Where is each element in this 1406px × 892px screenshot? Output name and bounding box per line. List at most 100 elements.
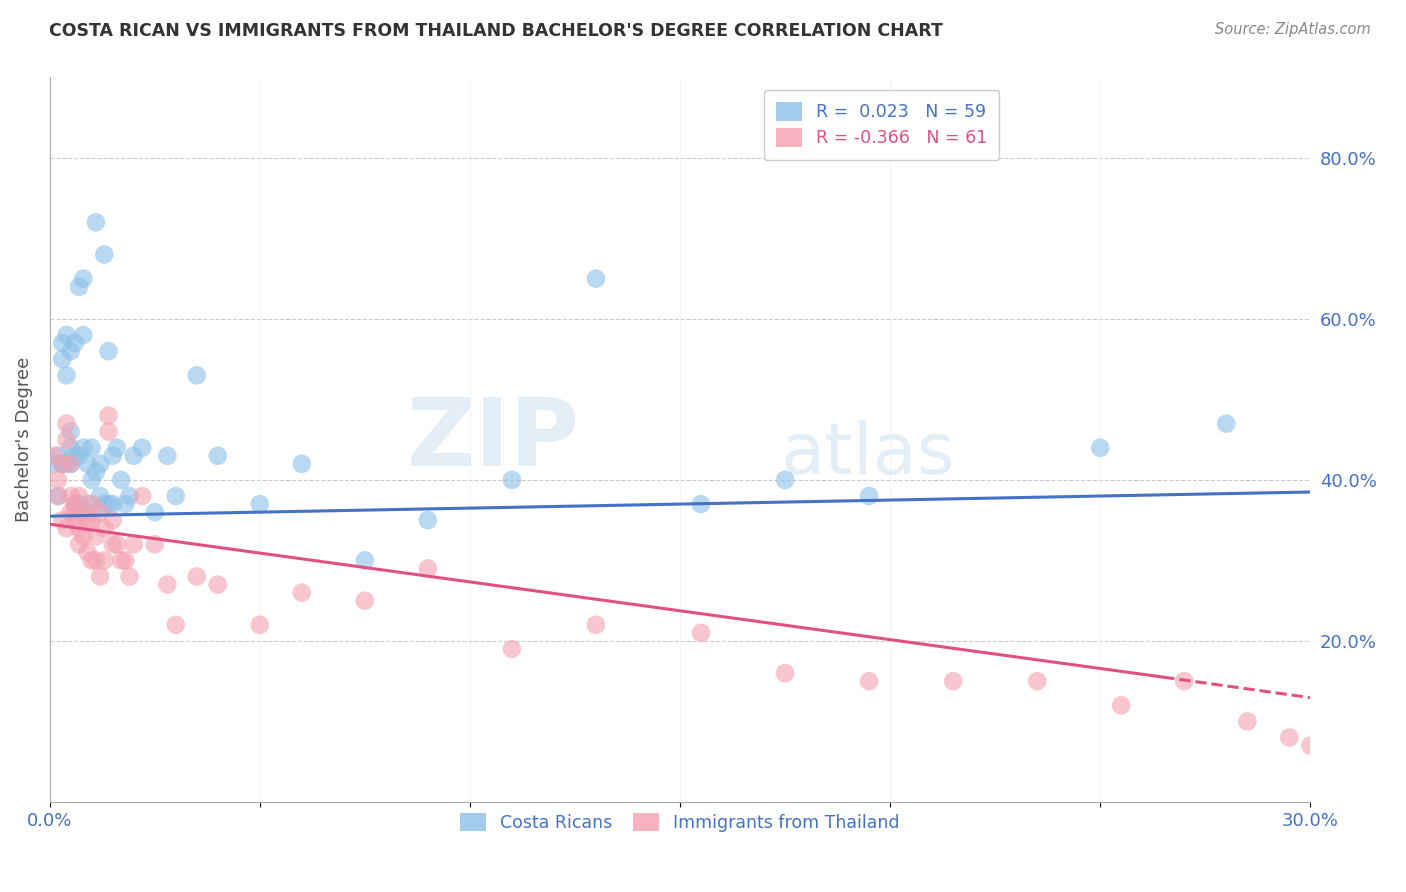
Point (118, 489, 141, 503)
Point (42, 449, 65, 463)
Point (156, 577, 179, 591)
Point (84, 215, 107, 229)
Point (80, 473, 103, 487)
Point (186, 368, 208, 383)
Point (89, 569, 111, 583)
Point (1299, 739, 1322, 753)
Point (1090, 441, 1112, 455)
Point (89, 505, 111, 519)
Point (1236, 714, 1258, 729)
Point (249, 617, 271, 632)
Point (114, 553, 136, 567)
Point (76, 497, 98, 511)
Point (59, 344, 82, 359)
Point (165, 489, 187, 503)
Point (55, 521, 77, 535)
Point (122, 449, 145, 463)
Point (942, 674, 965, 689)
Point (353, 553, 375, 567)
Point (93, 521, 115, 535)
Point (858, 489, 880, 503)
Point (1026, 674, 1049, 689)
Point (42, 457, 65, 471)
Point (773, 666, 796, 681)
Point (416, 561, 439, 575)
Point (143, 537, 166, 551)
Point (72, 328, 94, 343)
Point (59, 489, 82, 503)
Point (110, 473, 132, 487)
Text: COSTA RICAN VS IMMIGRANTS FROM THAILAND BACHELOR'S DEGREE CORRELATION CHART: COSTA RICAN VS IMMIGRANTS FROM THAILAND … (49, 22, 943, 40)
Point (51, 457, 73, 471)
Point (59, 457, 82, 471)
Point (80, 441, 103, 455)
Point (105, 441, 128, 455)
Point (93, 553, 115, 567)
Point (76, 513, 98, 527)
Point (97, 425, 120, 439)
Point (97, 344, 120, 359)
Point (291, 585, 314, 599)
Point (55, 433, 77, 447)
Point (63, 513, 86, 527)
Point (72, 505, 94, 519)
Point (93, 247, 115, 261)
Point (46, 489, 69, 503)
Point (690, 626, 713, 640)
Point (80, 505, 103, 519)
Point (207, 449, 229, 463)
Point (63, 497, 86, 511)
Point (80, 553, 103, 567)
Point (353, 593, 375, 607)
Point (59, 441, 82, 455)
Point (114, 497, 136, 511)
Point (249, 497, 271, 511)
Point (80, 497, 103, 511)
Point (80, 513, 103, 527)
Point (63, 449, 86, 463)
Point (585, 617, 607, 632)
Point (101, 449, 124, 463)
Point (1109, 698, 1132, 713)
Y-axis label: Bachelor's Degree: Bachelor's Degree (15, 357, 32, 523)
Point (501, 642, 523, 657)
Point (76, 457, 98, 471)
Point (59, 425, 82, 439)
Point (67, 489, 90, 503)
Point (72, 441, 94, 455)
Point (67, 279, 90, 293)
Point (110, 553, 132, 567)
Point (67, 497, 90, 511)
Point (585, 271, 607, 285)
Text: ZIP: ZIP (406, 393, 579, 485)
Point (46, 489, 69, 503)
Point (55, 457, 77, 471)
Point (207, 577, 229, 591)
Legend: Costa Ricans, Immigrants from Thailand: Costa Ricans, Immigrants from Thailand (449, 800, 912, 844)
Point (858, 674, 880, 689)
Text: atlas: atlas (780, 419, 955, 489)
Point (59, 505, 82, 519)
Point (93, 497, 115, 511)
Point (1278, 731, 1301, 745)
Point (131, 489, 153, 503)
Point (63, 505, 86, 519)
Point (89, 457, 111, 471)
Point (501, 473, 523, 487)
Point (131, 441, 153, 455)
Point (72, 271, 94, 285)
Point (55, 417, 77, 431)
Point (46, 473, 69, 487)
Point (291, 457, 314, 471)
Point (84, 465, 107, 479)
Point (63, 336, 86, 351)
Point (51, 457, 73, 471)
Point (118, 569, 141, 583)
Point (59, 457, 82, 471)
Point (97, 497, 120, 511)
Point (72, 529, 94, 543)
Point (416, 513, 439, 527)
Point (84, 553, 107, 567)
Point (105, 537, 128, 551)
Point (1173, 674, 1195, 689)
